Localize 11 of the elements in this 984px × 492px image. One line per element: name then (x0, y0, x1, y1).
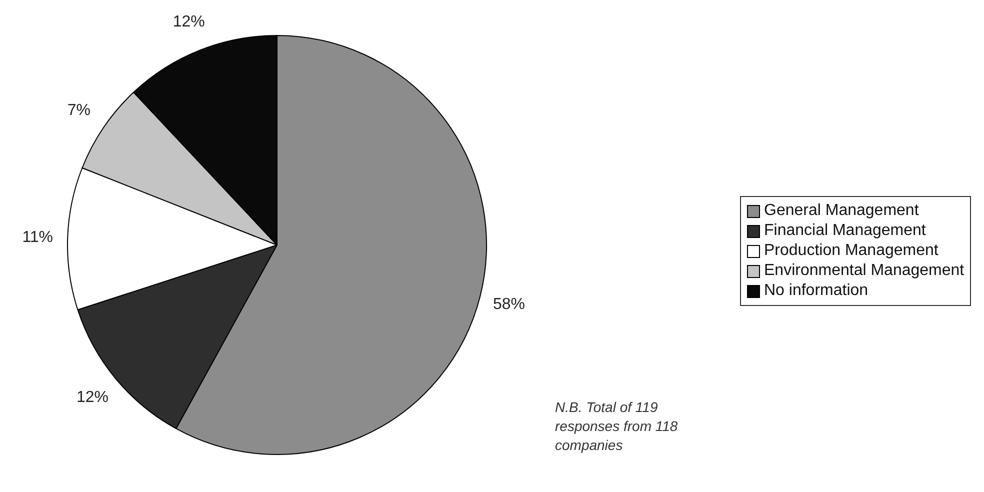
legend-label: Environmental Management (763, 261, 964, 281)
legend-label: Financial Management (763, 221, 927, 241)
legend-label: No information (763, 281, 870, 301)
data-label: 11% (22, 228, 54, 246)
data-label: 12% (172, 14, 205, 31)
text: N.B. Total of 119 responses from 118 companies (555, 398, 679, 455)
data-label: 7% (67, 102, 90, 119)
legend-label: General Management (763, 201, 920, 221)
data-label: 12% (76, 389, 108, 406)
data-label: 58% (492, 296, 525, 313)
legend-label: Production Management (763, 241, 940, 261)
